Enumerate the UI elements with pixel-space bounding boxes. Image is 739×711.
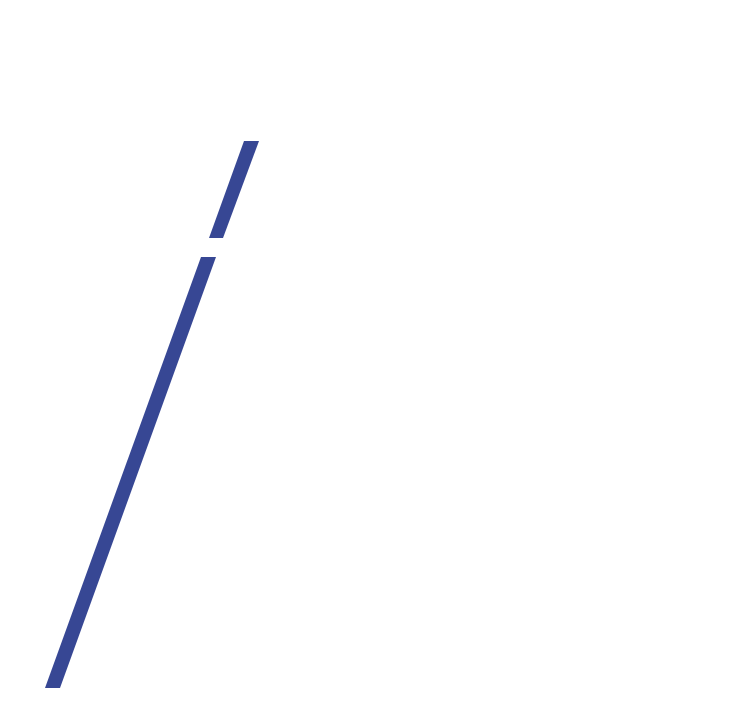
stripe-lower [45,257,216,688]
stripe-upper [209,141,259,238]
